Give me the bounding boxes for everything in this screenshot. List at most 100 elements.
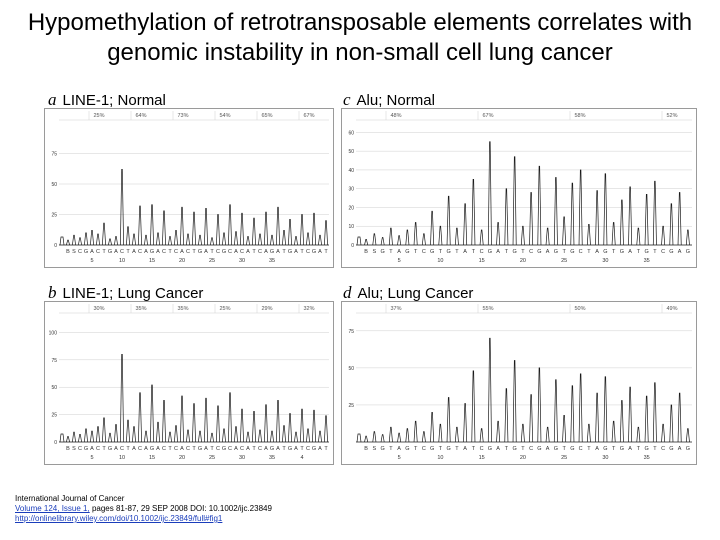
signal-peak: [430, 210, 435, 246]
signal-peak: [562, 414, 567, 443]
signal-peak: [144, 430, 148, 443]
percent-label: 54%: [219, 113, 230, 119]
percent-label: 58%: [574, 113, 585, 119]
sequence-letter: A: [144, 249, 148, 255]
sequence-letter: G: [512, 249, 516, 255]
citation-url-link[interactable]: http://onlinelibrary.wiley.com/doi/10.10…: [15, 514, 223, 523]
signal-peak: [388, 227, 393, 246]
title-line-2: genomic instability in non-small cell lu…: [107, 39, 613, 66]
signal-peak: [380, 237, 385, 246]
sequence-letter: G: [84, 249, 88, 255]
signal-peak: [438, 423, 443, 443]
signal-peak: [562, 216, 567, 246]
position-label: 35: [644, 455, 650, 461]
sequence-letter: A: [397, 249, 401, 255]
panel-b-header: b LINE-1; Lung Cancer: [48, 283, 203, 303]
signal-peak: [463, 403, 468, 443]
sequence-letter: G: [270, 249, 274, 255]
signal-peak: [84, 232, 88, 246]
y-tick-label: 75: [348, 329, 354, 335]
sequence-letter: G: [380, 446, 384, 452]
percent-label: 32%: [303, 306, 314, 312]
signal-peak: [603, 173, 608, 246]
signal-peak: [258, 429, 262, 443]
sequence-letter: A: [156, 249, 160, 255]
signal-peak: [114, 236, 118, 246]
signal-peak: [578, 169, 583, 246]
signal-peak: [364, 435, 369, 443]
sequence-letter: T: [521, 249, 525, 255]
sequence-letter: G: [446, 446, 450, 452]
sequence-letter: C: [258, 446, 262, 452]
signal-peak: [294, 236, 298, 246]
signal-peak: [438, 225, 443, 246]
sequence-letter: A: [496, 446, 500, 452]
signal-peak: [174, 425, 178, 443]
signal-peak: [144, 234, 148, 246]
signal-peak: [553, 177, 558, 246]
signal-peak: [114, 424, 118, 443]
percent-label: 65%: [261, 113, 272, 119]
signal-peak: [102, 417, 106, 443]
position-label: 25: [209, 258, 215, 264]
panel-a-header: a LINE-1; Normal: [48, 90, 166, 110]
sequence-letter: A: [276, 446, 280, 452]
sequence-letter: G: [603, 249, 607, 255]
sequence-letter: A: [595, 446, 599, 452]
sequence-letter: C: [306, 446, 310, 452]
signal-peak: [421, 431, 426, 443]
signal-peak: [300, 408, 304, 443]
sequence-letter: T: [126, 446, 130, 452]
signal-peak: [652, 180, 657, 246]
sequence-letter: G: [554, 249, 558, 255]
sequence-letter: A: [463, 446, 467, 452]
signal-peak: [270, 234, 274, 246]
sequence-letter: C: [240, 249, 244, 255]
sequence-letter: C: [216, 446, 220, 452]
sequence-letter: A: [234, 249, 238, 255]
citation-volume-link[interactable]: Volume 124, Issue 1,: [15, 504, 90, 513]
panel-d-header: d Alu; Lung Cancer: [343, 283, 473, 303]
sequence-letter: G: [198, 446, 202, 452]
sequence-letter: C: [661, 446, 665, 452]
signal-peak: [628, 186, 633, 246]
sequence-letter: S: [373, 446, 377, 452]
signal-peak: [603, 376, 608, 443]
signal-peak: [222, 232, 226, 246]
signal-peak: [228, 392, 232, 443]
sequence-letter: T: [282, 446, 286, 452]
signal-peak: [463, 203, 468, 246]
signal-peak: [300, 214, 304, 246]
signal-peak: [306, 232, 310, 246]
sequence-letter: T: [324, 446, 328, 452]
sequence-letter: T: [389, 249, 393, 255]
signal-peak: [397, 432, 402, 443]
signal-peak: [496, 420, 501, 443]
signal-peak: [685, 229, 690, 246]
panel-b-title: LINE-1; Lung Cancer: [62, 285, 204, 302]
signal-peak: [644, 395, 649, 443]
position-label: 35: [644, 258, 650, 264]
sequence-letter: G: [570, 446, 574, 452]
position-label: 15: [149, 455, 155, 461]
signal-peak: [216, 405, 220, 443]
position-label: 20: [520, 258, 526, 264]
sequence-letter: T: [389, 446, 393, 452]
signal-peak: [595, 190, 600, 246]
sequence-letter: C: [186, 446, 190, 452]
signal-peak: [397, 235, 402, 246]
sequence-letter: A: [204, 446, 208, 452]
position-label: 30: [602, 455, 608, 461]
sequence-letter: T: [612, 249, 616, 255]
sequence-letter: G: [222, 446, 226, 452]
sequence-letter: T: [300, 249, 304, 255]
sequence-letter: C: [579, 446, 583, 452]
sequence-letter: C: [306, 249, 310, 255]
sequence-letter: C: [529, 249, 533, 255]
signal-peak: [252, 217, 256, 246]
signal-peak: [413, 420, 418, 443]
signal-peak: [132, 233, 136, 246]
signal-peak: [586, 423, 591, 443]
signal-peak: [318, 234, 322, 246]
